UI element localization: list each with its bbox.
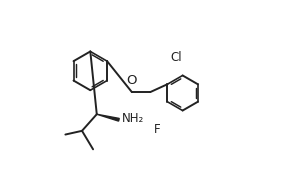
Text: Cl: Cl xyxy=(170,51,182,64)
Text: O: O xyxy=(127,74,137,87)
Text: F: F xyxy=(154,124,160,136)
Polygon shape xyxy=(97,114,119,121)
Text: NH₂: NH₂ xyxy=(122,112,145,125)
